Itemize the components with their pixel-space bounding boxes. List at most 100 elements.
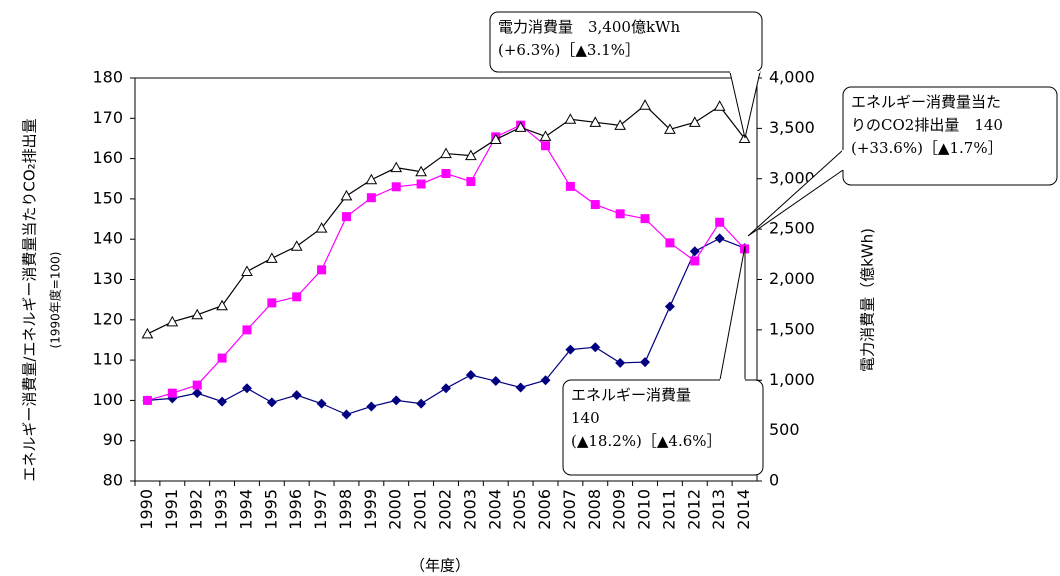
marker <box>664 301 675 312</box>
callout-text: エネルギー消費量当た <box>851 93 1001 111</box>
marker <box>466 177 476 187</box>
marker <box>589 116 602 127</box>
y-tick-label: 170 <box>92 108 123 127</box>
callout-text: りのCO2排出量 140 <box>851 116 1003 134</box>
marker <box>440 147 452 159</box>
marker <box>590 200 600 210</box>
marker <box>416 398 427 409</box>
callout-box <box>562 379 764 476</box>
x-tick-label: 1995 <box>261 489 280 530</box>
marker <box>290 240 303 251</box>
y-tick-label: 180 <box>92 68 123 87</box>
y2-tick-label: 3,000 <box>769 168 815 187</box>
marker <box>615 209 625 219</box>
marker <box>489 133 502 144</box>
y2-tick-label: 3,500 <box>769 118 815 137</box>
marker <box>639 99 651 110</box>
series-line <box>147 104 746 335</box>
marker <box>192 388 203 399</box>
marker <box>216 299 228 311</box>
x-tick-label: 2000 <box>386 489 405 530</box>
y2-axis-label: 電力消費量（億kWh) <box>859 228 877 372</box>
marker <box>640 214 650 224</box>
marker <box>441 383 451 394</box>
callout-box <box>489 11 763 73</box>
marker <box>266 397 277 408</box>
marker <box>365 173 378 185</box>
marker <box>192 380 202 390</box>
x-tick-label: 1997 <box>311 489 330 530</box>
marker <box>366 193 376 203</box>
callout-text: (▲18.2%)［▲4.6%］ <box>571 432 722 450</box>
marker <box>539 130 552 141</box>
y2-tick-label: 1,000 <box>769 370 815 389</box>
y-tick-label: 90 <box>103 430 123 449</box>
marker <box>340 189 353 201</box>
x-tick-label: 2008 <box>585 489 604 530</box>
marker <box>341 212 351 222</box>
callout: 電力消費量 3,400億kWh (+6.3%)［▲3.1%］ <box>489 11 763 139</box>
marker <box>217 396 228 407</box>
callout-text: エネルギー消費量 <box>571 386 691 404</box>
x-tick-label: 2012 <box>684 489 703 530</box>
marker <box>142 395 152 405</box>
x-tick-label: 1998 <box>336 489 355 530</box>
x-tick-label: 2011 <box>659 489 678 530</box>
callout: エネルギー消費量 140 (▲18.2%)［▲4.6%］ <box>562 245 764 476</box>
marker <box>688 116 701 127</box>
marker <box>515 382 526 393</box>
marker <box>565 344 576 355</box>
x-tick-label: 1994 <box>236 489 255 530</box>
y-tick-label: 140 <box>92 229 123 248</box>
marker <box>565 181 575 191</box>
x-tick-label: 2004 <box>485 489 504 530</box>
x-tick-label: 2005 <box>510 489 529 530</box>
x-tick-label: 1993 <box>212 489 231 530</box>
x-tick-label: 1996 <box>286 489 305 530</box>
marker <box>564 113 577 124</box>
series-line <box>147 124 745 401</box>
y-axis-sublabel: (1990年度=100) <box>48 252 63 349</box>
x-tick-label: 2013 <box>709 489 728 530</box>
x-tick-label: 2002 <box>436 489 455 530</box>
x-tick-label: 2001 <box>411 489 430 530</box>
marker <box>640 357 651 368</box>
marker <box>141 327 154 339</box>
x-tick-label: 2003 <box>460 489 479 530</box>
x-tick-label: 2009 <box>610 489 629 530</box>
marker <box>267 298 277 308</box>
marker <box>341 409 352 420</box>
marker <box>241 383 252 394</box>
marker <box>242 325 252 335</box>
marker <box>217 353 227 363</box>
callout-box <box>842 86 1058 186</box>
y-tick-label: 150 <box>92 188 123 207</box>
x-axis-label: （年度） <box>410 557 470 575</box>
y2-tick-label: 2,500 <box>769 219 815 238</box>
callout-text: 電力消費量 3,400億kWh <box>498 18 680 36</box>
y-tick-label: 100 <box>92 390 123 409</box>
marker <box>316 398 327 409</box>
x-tick-label: 1992 <box>187 489 206 530</box>
marker <box>317 265 327 275</box>
marker <box>714 233 725 244</box>
marker <box>191 308 204 320</box>
marker <box>166 315 179 327</box>
x-tick-label: 2007 <box>560 489 579 530</box>
y-tick-label: 80 <box>103 471 123 490</box>
y-tick-label: 120 <box>92 309 123 328</box>
marker <box>415 165 427 177</box>
marker <box>665 238 675 248</box>
marker <box>465 149 477 161</box>
marker <box>241 265 253 276</box>
y2-tick-label: 2,000 <box>769 269 815 288</box>
x-tick-label: 2006 <box>535 489 554 530</box>
y-tick-label: 160 <box>92 148 123 167</box>
marker <box>614 119 627 130</box>
marker <box>514 121 527 132</box>
marker <box>490 376 501 387</box>
marker <box>291 390 302 401</box>
callout-tail <box>729 71 761 139</box>
